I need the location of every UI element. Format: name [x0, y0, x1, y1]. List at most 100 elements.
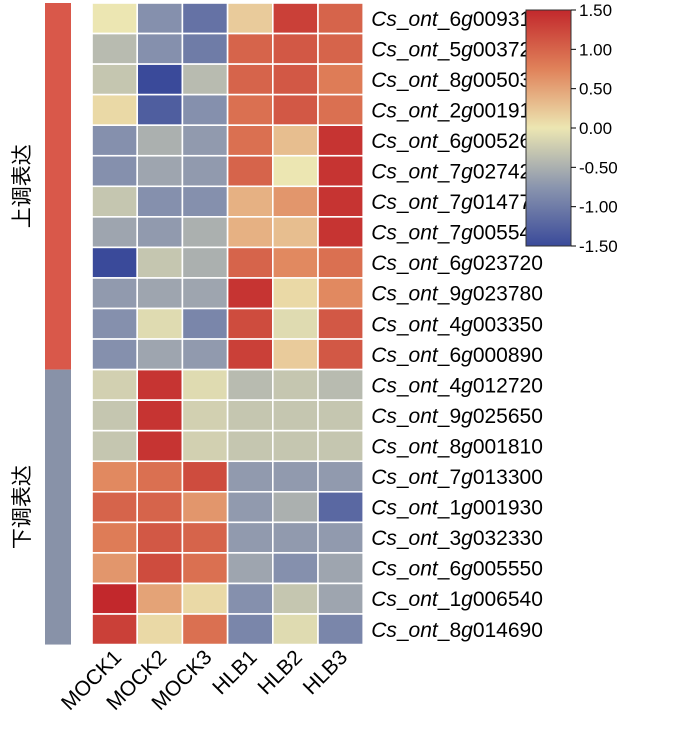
heatmap-cell	[181, 93, 229, 127]
column-label: HLB3	[299, 646, 352, 699]
heatmap-cell	[91, 277, 139, 310]
colorbar-tick-label: 0.00	[579, 119, 612, 138]
colorbar-tick-label: 1.00	[579, 40, 612, 59]
heatmap-cell	[317, 216, 365, 249]
gene-label: Cs_ont_1g006540	[371, 588, 543, 611]
heatmap-cell	[226, 338, 274, 371]
heatmap-cell	[181, 124, 229, 157]
heatmap-cell	[136, 63, 184, 96]
heatmap-cell	[91, 368, 139, 401]
heatmap-cell	[181, 613, 229, 646]
heatmap-cell	[226, 307, 274, 340]
gene-label: Cs_ont_8g005030	[371, 69, 543, 92]
heatmap-cell	[91, 399, 139, 432]
heatmap-cell	[226, 368, 274, 401]
heatmap-cell	[317, 490, 365, 524]
heatmap-cell	[91, 2, 139, 35]
heatmap-cell	[226, 460, 274, 493]
heatmap-cell	[181, 552, 229, 585]
heatmap-cell	[181, 368, 229, 401]
heatmap-cell	[317, 613, 365, 646]
heatmap-cell	[317, 307, 365, 340]
group-annotation-bars	[45, 3, 71, 645]
heatmap-cell	[136, 399, 184, 432]
heatmap-cell	[226, 613, 274, 646]
heatmap-cell	[136, 490, 184, 524]
heatmap-cell	[181, 582, 229, 615]
heatmap-cell	[136, 429, 184, 463]
gene-label: Cs_ont_4g012720	[371, 374, 543, 397]
heatmap-cell	[226, 429, 274, 463]
heatmap-cell	[317, 63, 365, 96]
heatmap-cell	[317, 246, 365, 279]
heatmap-cell	[271, 32, 319, 65]
gene-label: Cs_ont_4g003350	[371, 313, 543, 336]
heatmap-cell	[226, 490, 274, 524]
heatmap-cell	[226, 277, 274, 310]
heatmap-cell	[226, 521, 274, 554]
gene-label: Cs_ont_7g014770	[371, 191, 543, 214]
heatmap-cell	[226, 63, 274, 96]
gene-label: Cs_ont_9g025650	[371, 405, 543, 428]
row-labels: Cs_ont_6g009310 Cs_ont_5g003720 Cs_ont_8g0…	[371, 8, 543, 642]
heatmap-cell	[317, 2, 365, 35]
gene-label: Cs_ont_3g032330	[371, 527, 543, 550]
gene-label: Cs_ont_8g001810	[371, 435, 543, 458]
gene-label: Cs_ont_6g000890	[371, 344, 543, 367]
heatmap-cell	[91, 154, 139, 188]
heatmap-cell	[226, 154, 274, 188]
gene-label: Cs_ont_8g014690	[371, 619, 543, 642]
heatmap-cell	[181, 399, 229, 432]
gene-label: Cs_ont_7g005540	[371, 222, 543, 245]
heatmap-cell	[91, 429, 139, 463]
heatmap-cell	[317, 124, 365, 157]
heatmap-cell	[181, 32, 229, 65]
heatmap-cell	[271, 216, 319, 249]
group-label: 下调表达	[10, 465, 34, 549]
heatmap-cell	[181, 277, 229, 310]
heatmap-cell	[181, 338, 229, 371]
heatmap-cell	[91, 124, 139, 157]
heatmap-cell	[271, 399, 319, 432]
colorbar-ticks: 1.50 1.00 0.50 0.00 -0.50 -1.00 -1.50	[571, 1, 618, 256]
heatmap-cell	[91, 246, 139, 279]
heatmap-cell	[271, 307, 319, 340]
group-bar	[45, 3, 71, 370]
gene-label: Cs_ont_6g005550	[371, 558, 543, 581]
heatmap-cell	[271, 460, 319, 493]
heatmap-cell	[136, 368, 184, 401]
heatmap-cell	[271, 429, 319, 463]
heatmap-cell	[317, 582, 365, 615]
heatmap-cell	[271, 368, 319, 401]
heatmap-cell	[91, 552, 139, 585]
heatmap-cell	[136, 582, 184, 615]
heatmap-cell	[181, 490, 229, 524]
heatmap-cell	[181, 63, 229, 96]
heatmap-cell	[91, 216, 139, 249]
heatmap-cell	[181, 307, 229, 340]
heatmap-cell	[226, 93, 274, 127]
heatmap-cell	[317, 521, 365, 554]
heatmap-cell	[317, 338, 365, 371]
heatmap-cell	[271, 154, 319, 188]
gene-label: Cs_ont_1g001930	[371, 497, 543, 520]
heatmap-cell	[226, 124, 274, 157]
gene-label: Cs_ont_6g009310	[371, 8, 543, 31]
heatmap-cell	[271, 2, 319, 35]
heatmap-cell	[226, 2, 274, 35]
heatmap-cell	[271, 490, 319, 524]
heatmap-cell	[136, 613, 184, 646]
heatmap-cell	[271, 277, 319, 310]
heatmap-cell	[271, 185, 319, 218]
heatmap-cell	[136, 246, 184, 279]
heatmap-cell	[271, 613, 319, 646]
gene-label: Cs_ont_5g003720	[371, 38, 543, 61]
heatmap-cell	[271, 552, 319, 585]
heatmap-cell	[271, 63, 319, 96]
colorbar-tick-label: -1.00	[579, 198, 618, 217]
colorbar-tick-label: -0.50	[579, 158, 618, 177]
heatmap-cell	[91, 460, 139, 493]
